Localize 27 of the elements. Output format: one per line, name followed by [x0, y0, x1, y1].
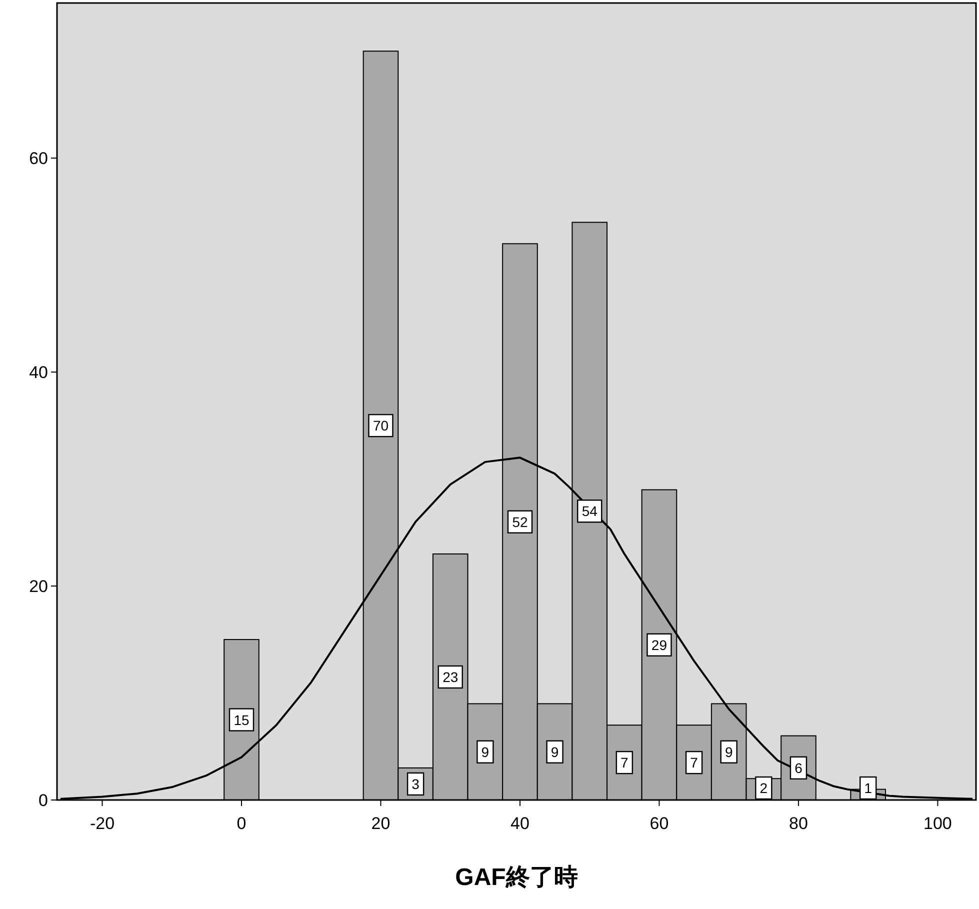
x-tick-label: 0 — [236, 814, 246, 833]
x-tick-label: 80 — [789, 814, 808, 833]
y-tick-label: 0 — [38, 791, 48, 810]
y-tick-label: 60 — [29, 149, 48, 168]
data-label: 6 — [794, 760, 803, 776]
data-label: 23 — [442, 668, 458, 685]
data-label: 54 — [582, 503, 598, 520]
data-label: 52 — [512, 514, 528, 530]
x-tick-label: -20 — [90, 814, 115, 833]
data-label: 1 — [864, 780, 872, 796]
x-tick-label: 60 — [650, 814, 669, 833]
data-label: 7 — [620, 754, 629, 771]
data-label: 9 — [481, 744, 490, 760]
data-label: 29 — [651, 636, 668, 653]
x-tick-label: 40 — [510, 814, 530, 833]
data-label: 9 — [724, 744, 733, 760]
y-tick-label: 40 — [29, 363, 48, 382]
data-label: 3 — [412, 776, 420, 792]
data-label: 9 — [550, 744, 559, 760]
data-label: 70 — [372, 418, 389, 434]
x-tick-label: 20 — [371, 814, 390, 833]
data-label: 15 — [234, 712, 250, 728]
y-tick-label: 20 — [29, 577, 48, 596]
x-axis-title: GAF終了時 — [455, 864, 578, 891]
data-label: 2 — [760, 780, 768, 796]
data-label: 7 — [690, 754, 698, 771]
x-tick-label: 100 — [924, 814, 952, 833]
